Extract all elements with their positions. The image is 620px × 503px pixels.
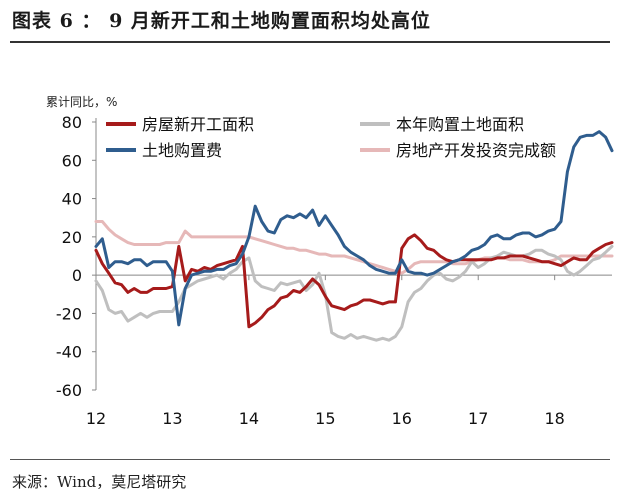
- x-tick-label: 17: [468, 409, 488, 428]
- chart-title: 图表 6 ： 9 月新开工和土地购置面积均处高位: [12, 10, 431, 32]
- y-tick-label: 80: [62, 113, 82, 132]
- legend-label: 土地购置费: [142, 141, 222, 160]
- series-line: [94, 220, 614, 275]
- y-tick-label: -20: [56, 304, 82, 323]
- y-tick-label: 0: [72, 266, 82, 285]
- x-tick-label: 12: [86, 409, 106, 428]
- source-note: 来源：Wind，莫尼塔研究: [12, 473, 187, 491]
- series-line: [94, 233, 614, 329]
- x-tick-label: 14: [239, 409, 259, 428]
- series-line: [94, 244, 614, 342]
- y-tick-label: 40: [62, 190, 82, 209]
- x-tick-label: 18: [544, 409, 564, 428]
- x-tick-label: 13: [162, 409, 182, 428]
- series-line: [94, 130, 614, 327]
- chart-axes: -60 -40 -20 0 20 40 60 80 12 13 14 15 16 17 18: [56, 113, 612, 428]
- title-rule: [10, 41, 610, 43]
- y-tick-label: 60: [62, 151, 82, 170]
- x-tick-label: 15: [315, 409, 335, 428]
- y-tick-label: -60: [56, 381, 82, 400]
- source-rule: [10, 459, 610, 460]
- legend-label: 房地产开发投资完成额: [396, 141, 556, 160]
- y-axis-unit-label: 累计同比，%: [46, 95, 118, 109]
- y-tick-label: 20: [62, 228, 82, 247]
- legend-label: 本年购置土地面积: [396, 115, 524, 134]
- x-tick-label: 16: [392, 409, 412, 428]
- y-tick-label: -40: [56, 343, 82, 362]
- series-layer: [94, 130, 614, 342]
- legend-label: 房屋新开工面积: [142, 115, 254, 134]
